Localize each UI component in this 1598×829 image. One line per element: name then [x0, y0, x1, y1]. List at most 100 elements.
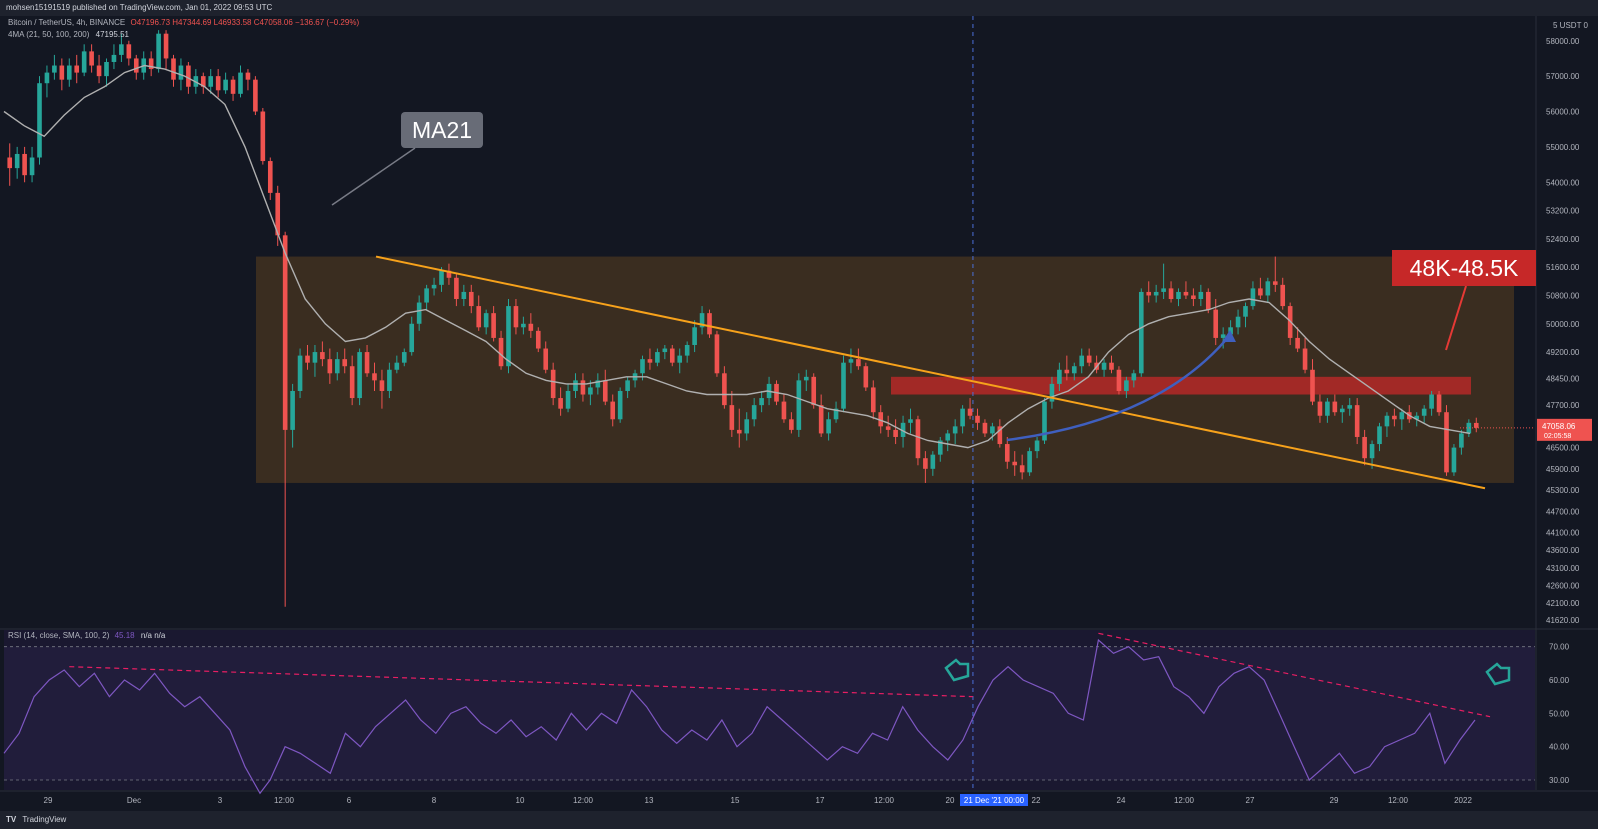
candle-body: [997, 426, 1003, 445]
candle-body: [893, 429, 898, 437]
candle-body: [1138, 291, 1144, 374]
candle-body: [506, 306, 511, 367]
candle-body: [1354, 405, 1360, 437]
candle-body: [751, 405, 757, 420]
candle: [692, 320, 697, 353]
candle-body: [1250, 288, 1256, 307]
candle-body: [1302, 348, 1308, 370]
candle-body: [878, 412, 884, 427]
candle: [334, 352, 340, 381]
candle: [394, 355, 400, 374]
candle-body: [1258, 288, 1263, 296]
candle-body: [1362, 436, 1367, 459]
time-tick-label: 10: [516, 796, 525, 805]
candle: [126, 40, 132, 66]
price-tick-label: 48450.00: [1546, 375, 1580, 384]
candle-body: [253, 79, 258, 112]
candle-body: [327, 359, 333, 374]
candle: [1161, 263, 1166, 300]
ohlc-values: O47196.73 H47344.69 L46933.58 C47058.06 …: [130, 18, 360, 27]
candle-body: [1392, 415, 1397, 420]
ma21-callout-box: [401, 112, 483, 148]
candle-body: [342, 359, 348, 367]
time-tick-label: 12:00: [1388, 796, 1409, 805]
candle: [1124, 376, 1129, 399]
rsi-indicator-label: RSI (14, close, SMA, 100, 2): [8, 631, 110, 640]
candle: [729, 390, 735, 437]
candle-body: [714, 334, 720, 374]
candle: [96, 54, 102, 84]
time-tick-label: 12:00: [274, 796, 295, 805]
candle-body: [1124, 380, 1129, 391]
candle-body: [1473, 422, 1479, 428]
candle-body: [1220, 334, 1226, 338]
candle: [1243, 302, 1248, 328]
candle: [89, 44, 94, 73]
price-tick-label: 45900.00: [1546, 465, 1580, 474]
candle: [223, 72, 228, 94]
candle: [669, 344, 675, 367]
price-tick-label: 43100.00: [1546, 564, 1580, 573]
candle: [29, 146, 35, 183]
candle: [513, 299, 519, 335]
candle: [483, 309, 489, 335]
candle-body: [1131, 373, 1137, 381]
candle: [699, 306, 705, 335]
candle-body: [930, 454, 936, 469]
candle: [320, 341, 325, 367]
candle: [1116, 366, 1122, 395]
candle-body: [81, 51, 87, 73]
candle: [870, 380, 876, 420]
candle: [37, 76, 42, 165]
candle: [826, 412, 831, 441]
candle: [573, 373, 578, 399]
candle-body: [856, 359, 861, 367]
candle: [558, 387, 563, 416]
candle-body: [334, 359, 340, 374]
candle: [662, 344, 668, 360]
symbol-legend: Bitcoin / TetherUS, 4h, BINANCE O47196.7…: [8, 18, 359, 27]
candle-body: [736, 429, 742, 434]
candle: [602, 369, 608, 406]
candle: [878, 405, 884, 434]
candle-body: [863, 366, 869, 388]
candle: [1191, 288, 1196, 307]
arrow-head-icon: [1222, 330, 1236, 342]
candle-body: [14, 153, 20, 169]
candle-body: [230, 79, 236, 94]
candle-body: [684, 344, 690, 356]
rsi-tick-label: 30.00: [1549, 776, 1570, 785]
candle: [960, 405, 965, 434]
candle-body: [1280, 284, 1286, 307]
candle: [1384, 412, 1390, 437]
candle-body: [29, 157, 35, 176]
candle-body: [543, 348, 549, 370]
candle: [1466, 419, 1472, 437]
time-tick-label: 6: [347, 796, 352, 805]
crosshair-date-label: 21 Dec '21 00:00: [964, 796, 1025, 805]
candle: [550, 362, 556, 406]
candle-body: [647, 359, 653, 363]
candle-body: [59, 65, 65, 80]
candle: [535, 327, 541, 353]
candle: [908, 408, 913, 434]
rsi-tick-label: 70.00: [1549, 643, 1570, 652]
candle-body: [1049, 383, 1055, 402]
candle: [759, 390, 764, 413]
candle: [521, 316, 526, 335]
rsi-indicator-value: 45.18: [114, 631, 135, 640]
candle: [930, 451, 936, 476]
candle: [401, 348, 407, 367]
candle: [841, 355, 846, 413]
candle: [655, 348, 660, 367]
candle: [290, 383, 295, 448]
candle-body: [1146, 291, 1152, 296]
candle-body: [305, 355, 310, 363]
candle-body: [885, 426, 891, 430]
rsi-pane: [4, 630, 1535, 790]
candle: [267, 157, 273, 200]
time-tick-label: 13: [645, 796, 654, 805]
candle: [1265, 277, 1271, 303]
candle: [74, 54, 80, 84]
